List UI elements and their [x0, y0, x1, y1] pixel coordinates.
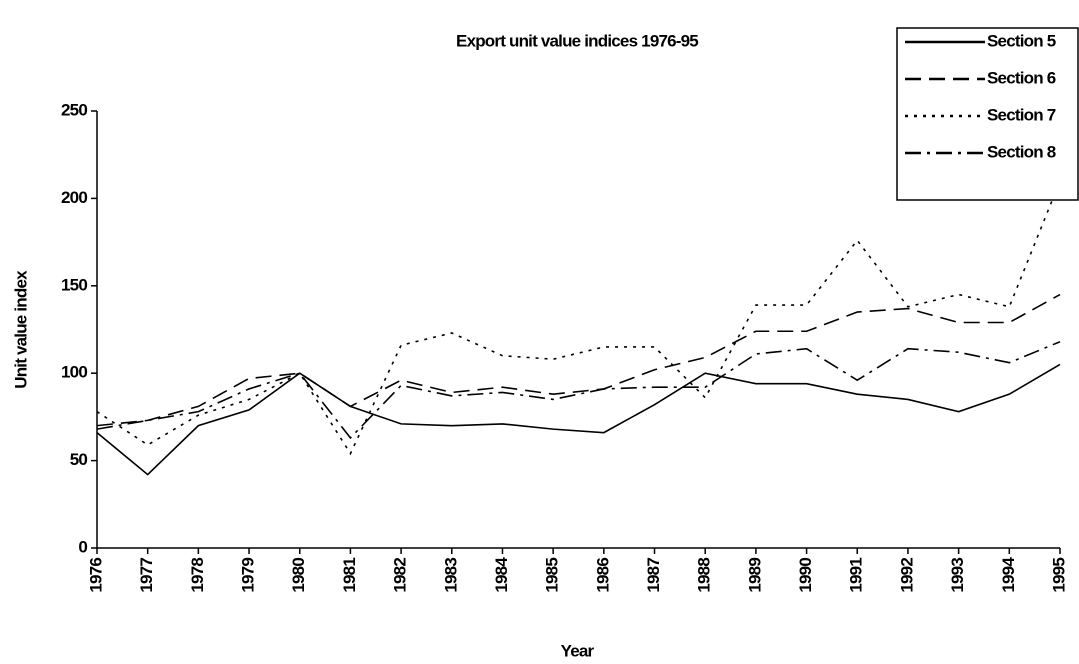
x-tick-label: 1990 [796, 558, 815, 593]
y-tick-label: 0 [78, 537, 87, 556]
x-tick-label: 1985 [543, 558, 562, 593]
legend-label: Section 8 [987, 142, 1056, 161]
x-tick-label: 1984 [492, 557, 511, 593]
y-tick-label: 200 [61, 188, 87, 207]
legend-label: Section 7 [987, 105, 1056, 124]
series-line [96, 340, 1061, 440]
legend-label: Section 5 [987, 31, 1056, 50]
x-tick-label: 1992 [897, 558, 916, 593]
x-tick-label: 1993 [948, 558, 967, 593]
x-axis-title: Year [561, 641, 595, 660]
chart-title: Export unit value indices 1976-95 [456, 31, 698, 50]
x-tick-label: 1989 [745, 558, 764, 593]
x-tick-label: 1978 [188, 558, 207, 593]
x-tick-label: 1981 [340, 558, 359, 593]
y-tick-label: 50 [70, 450, 88, 469]
x-tick-label: 1977 [137, 558, 156, 593]
y-tick-label: 100 [61, 363, 87, 382]
y-tick-label: 150 [61, 275, 87, 294]
x-tick-label: 1994 [999, 557, 1018, 593]
series-line [96, 180, 1061, 456]
x-tick-label: 1995 [1049, 558, 1068, 593]
x-tick-label: 1982 [391, 558, 410, 593]
legend-box [896, 27, 1079, 201]
x-tick-label: 1979 [239, 558, 258, 593]
legend-label: Section 6 [987, 68, 1056, 87]
x-tick-label: 1976 [86, 558, 105, 593]
x-tick-label: 1980 [289, 558, 308, 593]
series-line [96, 363, 1061, 476]
y-axis-title: Unit value index [11, 270, 30, 389]
x-tick-label: 1983 [441, 558, 460, 593]
x-tick-label: 1986 [593, 558, 612, 593]
x-tick-label: 1991 [847, 558, 866, 593]
series-line [96, 293, 1061, 427]
x-tick-label: 1988 [695, 558, 714, 593]
x-tick-label: 1987 [644, 558, 663, 593]
y-tick-label: 250 [61, 100, 87, 119]
